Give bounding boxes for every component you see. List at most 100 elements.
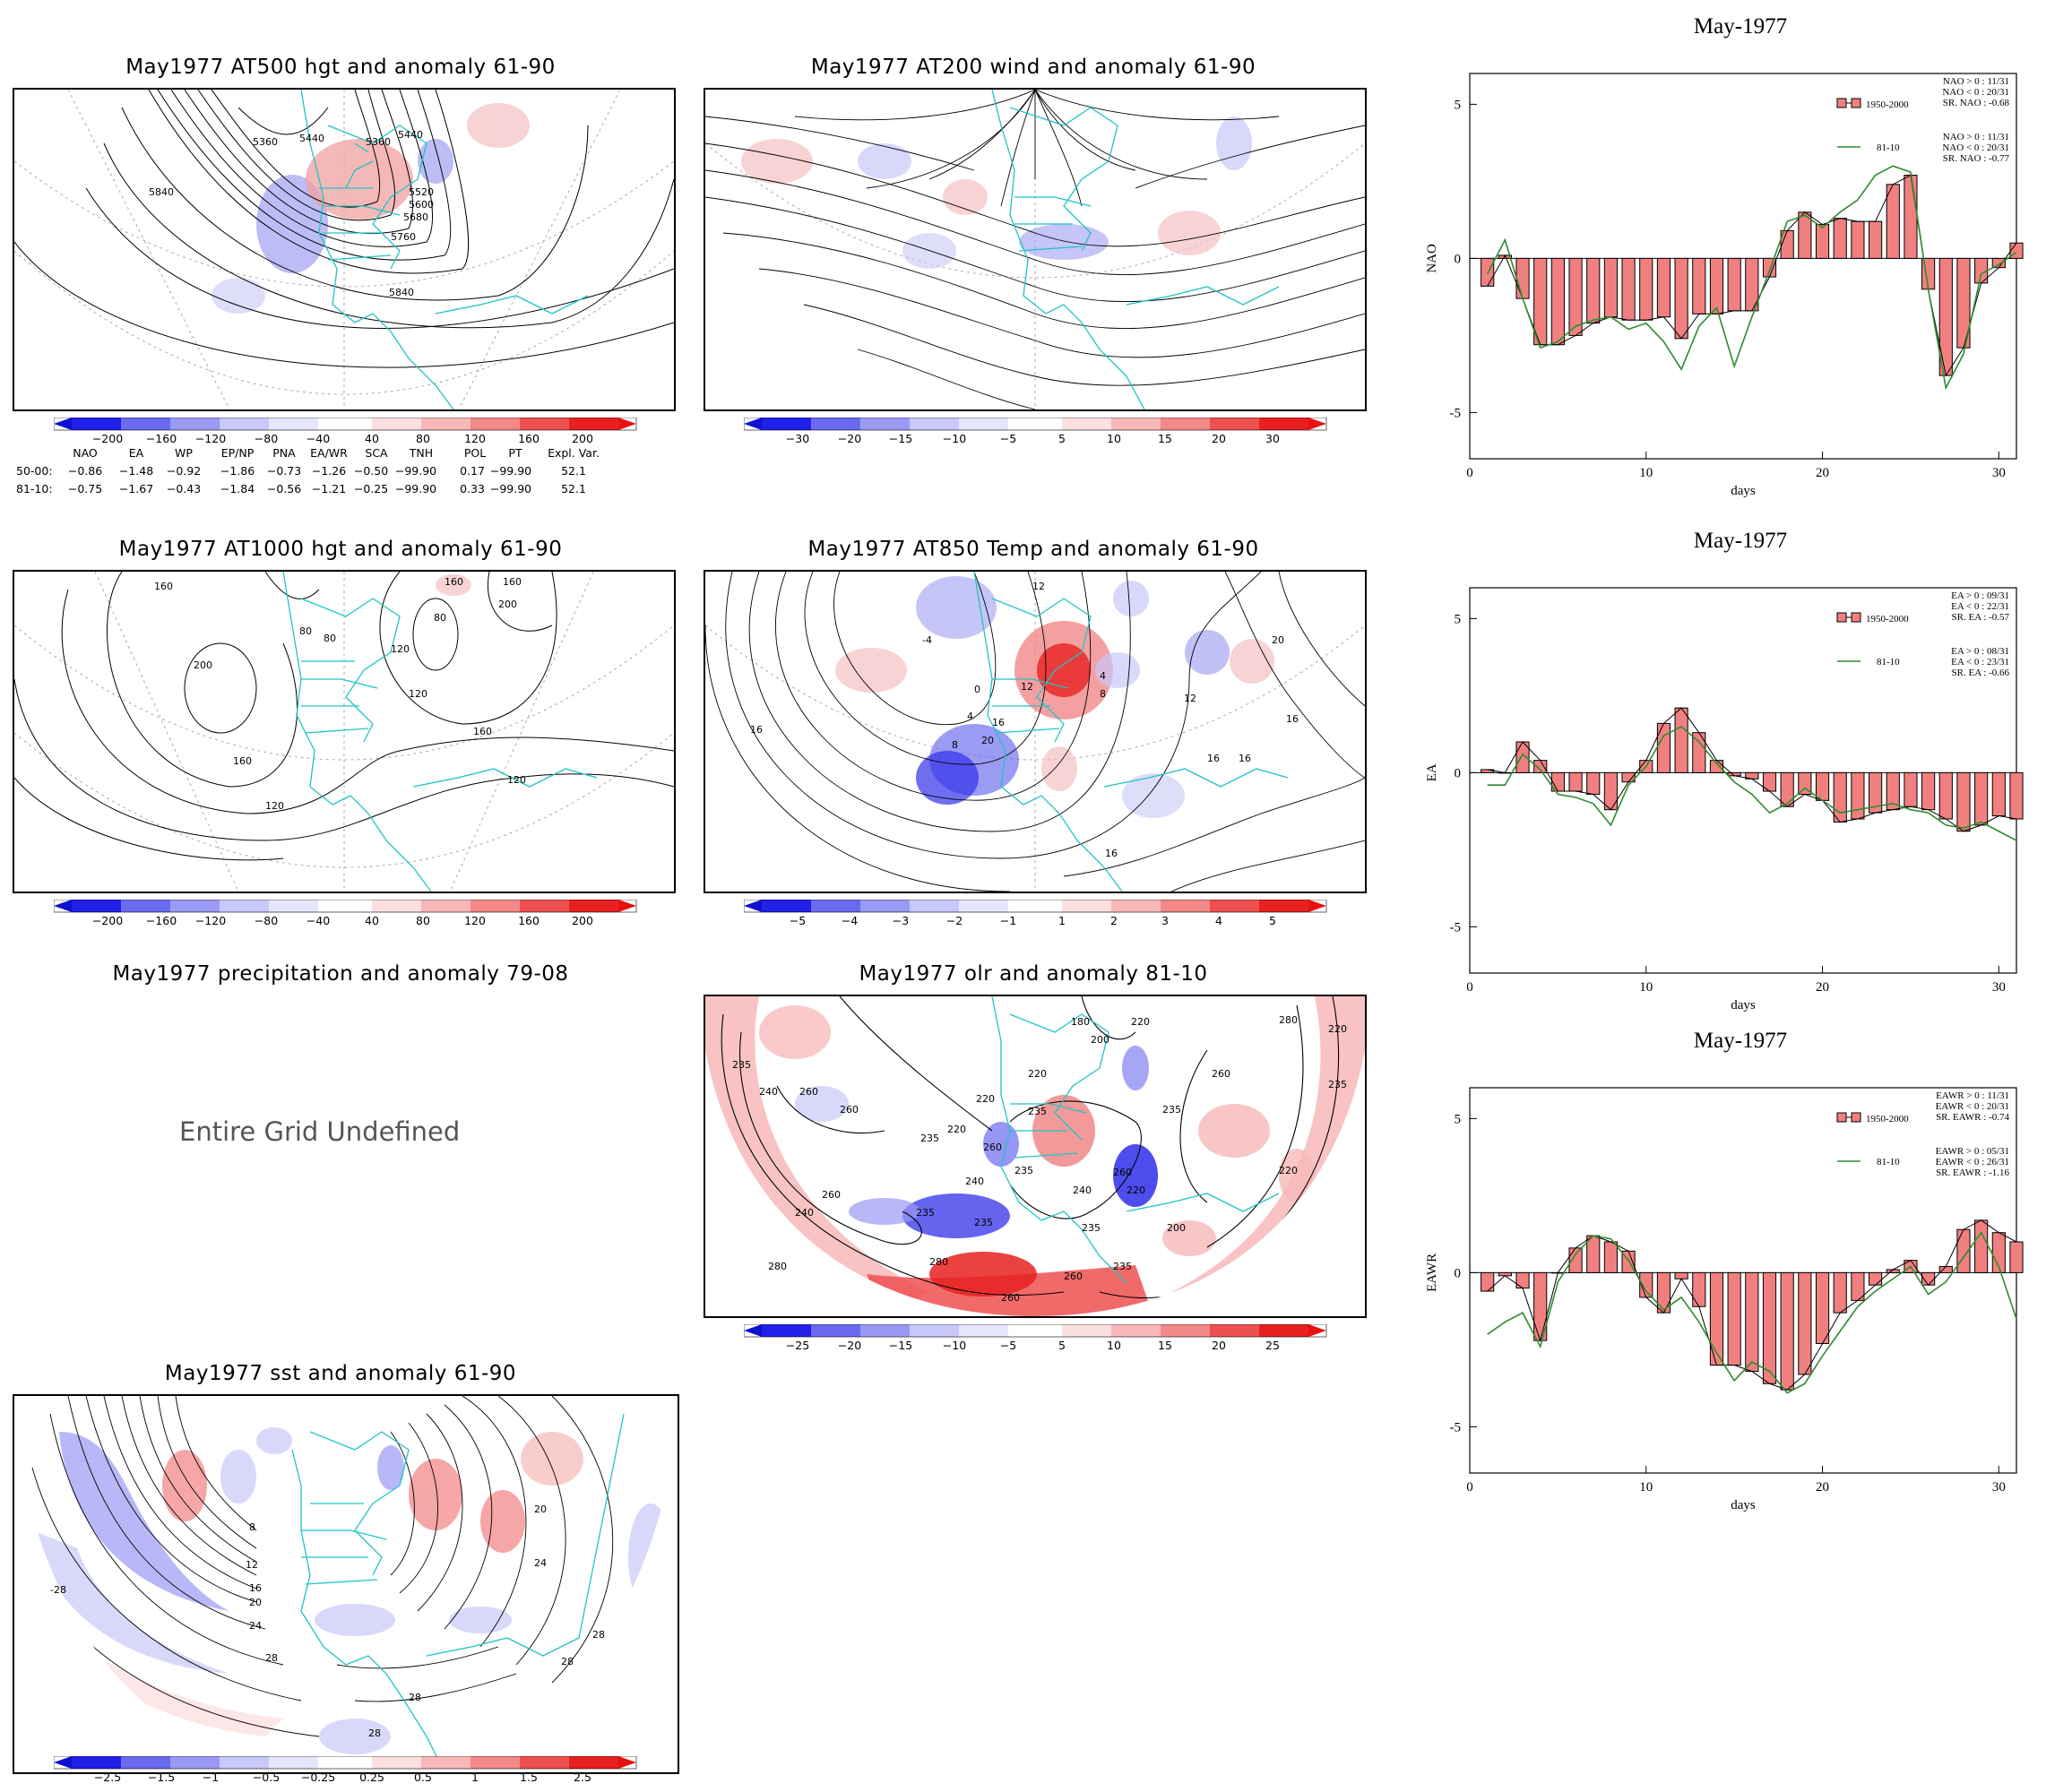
bar	[1586, 257, 1601, 324]
bar	[1515, 257, 1530, 299]
bar	[1656, 257, 1671, 318]
contour-label: 160	[473, 726, 492, 737]
contour-label: 260	[799, 1086, 818, 1098]
y-tick-label: 5	[1455, 612, 1462, 626]
contour-label: 16	[1105, 848, 1118, 859]
colorbar-tick: −25	[786, 1339, 809, 1351]
index-header: EA	[128, 446, 144, 460]
contour-label: 235	[974, 1217, 993, 1228]
index-value: −1.26	[311, 464, 347, 478]
contour-label: 240	[759, 1086, 778, 1098]
contour-label: 24	[249, 1620, 262, 1632]
timeseries-ea: 5 0 -5 0 10 20 30 days EA 1950-2000 EA > 0 : 09/31…	[1425, 587, 2024, 1012]
contour-label: 5840	[389, 287, 414, 298]
index-value: 0.17	[460, 464, 485, 478]
map-title-at850: May1977 AT850 Temp and anomaly 61-90	[807, 538, 1259, 561]
contour-label: 280	[1279, 1014, 1298, 1026]
index-table-row: 81-10: −0.75 −1.67 −0.43 −1.84 −0.56 −1.…	[0, 482, 663, 498]
bar	[1603, 257, 1619, 318]
bar	[1727, 257, 1741, 312]
colorbar-tick: −20	[838, 432, 861, 444]
colorbar-tick: −1.5	[148, 1770, 175, 1783]
bar	[1780, 771, 1794, 807]
x-tick-label: 10	[1639, 980, 1653, 995]
legend-line-stat: NAO < 0 : 20/31	[1942, 142, 2009, 153]
index-value: −99.90	[489, 482, 532, 495]
x-axis-label: days	[1731, 998, 1756, 1012]
index-value: −0.25	[353, 482, 389, 495]
legend-line-stat: SR. EAWR : -1.16	[1936, 1167, 2009, 1178]
map-panel-at200	[704, 88, 1367, 411]
index-value: 52.1	[561, 464, 586, 478]
chart-title-ea: May-1977	[1693, 529, 1788, 553]
legend-line-stat: EAWR < 0 : 26/31	[1936, 1157, 2009, 1167]
colorbar-sst: −2.5 −1.5 −1 −0.5 −0.25 0.25 0.5 1 1.5 2…	[54, 1756, 637, 1783]
legend-bar-label: 1950-2000	[1866, 1114, 1909, 1124]
index-table-header: NAO EA WP EP/NP PNA EA/WR SCA TNH POL PT…	[0, 446, 663, 462]
contour-label: 240	[795, 1207, 814, 1219]
index-value: −0.86	[67, 464, 103, 478]
contour-label: 235	[1162, 1104, 1181, 1116]
plot-frame	[1469, 1087, 2017, 1474]
map-title-sst: May1977 sst and anomaly 61-90	[164, 1362, 517, 1385]
contour-label: 20	[534, 1503, 547, 1515]
contour-label: 200	[1167, 1222, 1186, 1234]
map-olr: 235 240 260 260 220 235 220 235 180 200 …	[705, 996, 1365, 1316]
contour-label: 28	[409, 1692, 421, 1703]
colorbar-tick: −10	[943, 432, 966, 444]
legend-bar-label: 1950-2000	[1866, 99, 1909, 110]
bar	[1709, 760, 1724, 773]
bar	[1974, 771, 1989, 826]
index-value: −0.73	[266, 464, 302, 478]
contour-label: 16	[1207, 753, 1220, 764]
colorbar-tick: 20	[1212, 1339, 1226, 1351]
contour-label: 16	[249, 1582, 262, 1594]
colorbar-tick: −80	[255, 432, 278, 444]
contour-label: -28	[50, 1584, 66, 1596]
map-title-at200: May1977 AT200 wind and anomaly 61-90	[810, 56, 1256, 79]
colorbar-tick: 200	[572, 914, 593, 926]
colorbar-tick: 2.5	[574, 1770, 591, 1783]
contour-label: 220	[1127, 1185, 1145, 1196]
contour-label: 220	[1279, 1165, 1298, 1176]
map-panel-at850: 12 -4 0 4 8 12 16 20 16 12 16 16 16 20 8…	[704, 570, 1367, 893]
contour-label: 5680	[403, 211, 428, 223]
contour-label: 16	[1239, 753, 1251, 764]
contour-label: 235	[1082, 1222, 1101, 1234]
x-tick-label: 20	[1816, 466, 1829, 480]
contour-label: 5360	[366, 136, 391, 148]
legend-bar-stat: EAWR < 0 : 20/31	[1936, 1101, 2009, 1112]
line-series-81-10	[1486, 165, 2017, 391]
contour-label: 28	[592, 1629, 605, 1641]
legend-bar-label: 1950-2000	[1866, 614, 1909, 625]
legend-bar-stat: NAO < 0 : 20/31	[1942, 87, 2009, 98]
bar	[1833, 771, 1847, 823]
contour-label: 4	[1100, 670, 1106, 682]
map-at500: 5360 5440 5360 5440 5520 5600 5680 5760 …	[14, 90, 674, 409]
x-tick-label: 10	[1639, 466, 1653, 480]
index-value: −1.84	[220, 482, 255, 495]
y-axis-label: NAO	[1425, 244, 1439, 273]
legend-bar-swatch	[1851, 1112, 1861, 1123]
contour-label: 235	[1028, 1106, 1047, 1117]
x-tick-label: 0	[1466, 980, 1473, 995]
y-tick-label: 5	[1455, 98, 1462, 112]
colorbar-tick: −160	[146, 914, 177, 926]
index-table-row: 50-00: −0.86 −1.48 −0.92 −1.86 −0.73 −1.…	[0, 464, 663, 480]
bar	[1674, 707, 1688, 773]
bar	[1515, 1271, 1530, 1289]
colorbar-tick: −2	[946, 914, 963, 926]
x-tick-label: 0	[1466, 1480, 1473, 1495]
contour-label: 120	[391, 643, 410, 655]
bar	[1833, 218, 1847, 259]
map-at850: 12 -4 0 4 8 12 16 20 16 12 16 16 16 20 8…	[705, 572, 1365, 892]
colorbar-tick: 40	[365, 432, 379, 444]
colorbar-tick: 200	[572, 432, 593, 444]
x-tick-label: 30	[1992, 1480, 2006, 1495]
contour-label: 235	[1113, 1261, 1132, 1272]
contour-label: 240	[965, 1176, 984, 1187]
contour-label: 160	[154, 581, 173, 592]
contour-label: 16	[750, 724, 763, 736]
bar	[1851, 220, 1865, 259]
colorbar-at200: −30 −20 −15 −10 −5 5 10 15 20 30	[744, 418, 1327, 444]
